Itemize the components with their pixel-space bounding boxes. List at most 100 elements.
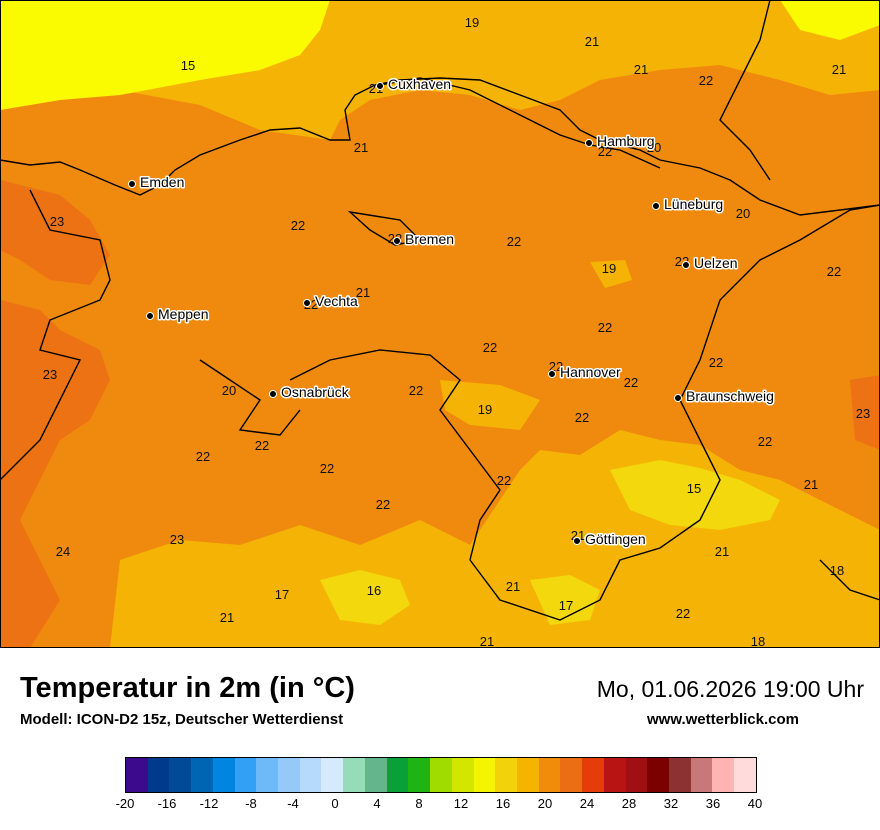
temperature-value: 20 xyxy=(647,140,661,155)
temperature-value: 15 xyxy=(181,58,195,73)
temperature-value: 22 xyxy=(758,434,772,449)
city-label: Lüneburg xyxy=(664,196,723,212)
city-dot[interactable] xyxy=(548,370,556,378)
legend-swatch xyxy=(647,758,669,792)
inner-border-2 xyxy=(819,559,880,601)
temperature-value: 19 xyxy=(602,261,616,276)
temperature-value: 19 xyxy=(465,15,479,30)
legend-swatch xyxy=(603,758,626,792)
temperature-value: 22 xyxy=(507,234,521,249)
value-labels: 19 21 15 21 21 22 21 21 22 20 23 22 20 22 22 22 19 22 21 22… xyxy=(43,15,870,648)
temperature-value: 21 xyxy=(715,544,729,559)
legend-swatch xyxy=(668,758,691,792)
temperature-value: 19 xyxy=(478,402,492,417)
city-dot[interactable] xyxy=(674,394,682,402)
temperature-value: 21 xyxy=(585,34,599,49)
temperature-value: 22 xyxy=(196,449,210,464)
city-dot[interactable] xyxy=(682,261,690,269)
temperature-map[interactable]: 19 21 15 21 21 22 21 21 22 20 23 22 20 22 22 22 19 22 21 22… xyxy=(0,0,880,648)
city-dot[interactable] xyxy=(393,237,401,245)
temperature-value: 21 xyxy=(354,140,368,155)
legend-swatch xyxy=(734,758,756,792)
temperature-value: 22 xyxy=(676,606,690,621)
legend-tick-label: 0 xyxy=(331,796,339,811)
legend-swatch xyxy=(126,758,148,792)
city-dot[interactable] xyxy=(303,299,311,307)
legend-swatch xyxy=(278,758,300,792)
city-dot[interactable] xyxy=(652,202,660,210)
temperature-value: 22 xyxy=(575,410,589,425)
legend-tick-label: -16 xyxy=(157,796,177,811)
model-info: Modell: ICON-D2 15z, Deutscher Wetterdie… xyxy=(20,711,344,728)
bremen-border xyxy=(347,210,422,246)
city-label: Braunschweig xyxy=(686,388,774,404)
temperature-value: 22 xyxy=(598,144,612,159)
city-label: Hamburg xyxy=(597,133,655,149)
legend-swatch xyxy=(256,758,279,792)
temperature-value: 17 xyxy=(275,587,289,602)
baltic-sea xyxy=(780,0,880,40)
temperature-value: 22 xyxy=(827,264,841,279)
forecast-datetime: Mo, 01.06.2026 19:00 Uhr xyxy=(596,676,864,702)
city-label: Göttingen xyxy=(585,531,646,547)
temperature-value: 16 xyxy=(367,583,381,598)
website-link[interactable]: www.wetterblick.com xyxy=(647,711,799,728)
solling-area xyxy=(320,570,410,625)
temperature-value: 22 xyxy=(291,218,305,233)
city-label: Bremen xyxy=(405,231,454,247)
temperature-value: 22 xyxy=(409,383,423,398)
legend-swatch xyxy=(343,758,365,792)
temperature-value: 21 xyxy=(832,62,846,77)
city-dot[interactable] xyxy=(376,82,384,90)
temperature-value: 22 xyxy=(699,73,713,88)
legend-tick-label: 16 xyxy=(495,796,511,811)
temperature-value: 23 xyxy=(50,214,64,229)
legend-tick-label: 12 xyxy=(453,796,469,811)
legend-swatch xyxy=(516,758,539,792)
legend-swatch xyxy=(408,758,431,792)
city-dot[interactable] xyxy=(573,537,581,545)
temperature-value: 22 xyxy=(255,438,269,453)
legend-swatch xyxy=(495,758,517,792)
coastline xyxy=(0,77,880,216)
legend-swatch xyxy=(234,758,257,792)
legend-swatch xyxy=(538,758,561,792)
warm-area-east xyxy=(850,375,880,450)
legend-swatch xyxy=(321,758,344,792)
legend-swatch xyxy=(364,758,387,792)
city-dot[interactable] xyxy=(269,390,277,398)
legend-swatch xyxy=(690,758,713,792)
temperature-value: 22 xyxy=(376,497,390,512)
legend-tick-label: -4 xyxy=(287,796,299,811)
weser-bergland xyxy=(440,380,540,430)
map-title: Temperatur in 2m (in °C) xyxy=(20,672,355,704)
legend-swatch xyxy=(430,758,452,792)
legend-tick-label: -20 xyxy=(115,796,135,811)
temperature-value: 22 xyxy=(709,355,723,370)
city-dot[interactable] xyxy=(585,139,593,147)
temperature-value: 24 xyxy=(56,544,70,559)
temperature-value: 18 xyxy=(830,563,844,578)
temperature-value: 21 xyxy=(804,477,818,492)
temperature-value: 15 xyxy=(687,481,701,496)
legend-tick-label: -8 xyxy=(245,796,257,811)
warm-area-nw xyxy=(0,180,110,285)
city-dot[interactable] xyxy=(146,312,154,320)
legend-swatch xyxy=(582,758,604,792)
city-dot[interactable] xyxy=(128,180,136,188)
state-border-south xyxy=(289,204,880,621)
temperature-value: 23 xyxy=(170,532,184,547)
legend-swatch xyxy=(625,758,648,792)
legend-swatch xyxy=(147,758,170,792)
legend-tick-label: 8 xyxy=(415,796,423,811)
legend-tick-label: -12 xyxy=(199,796,219,811)
temperature-value: 17 xyxy=(559,598,573,613)
heide-spot xyxy=(590,260,632,288)
legend-tick-label: 24 xyxy=(579,796,595,811)
temperature-value: 18 xyxy=(751,634,765,648)
temperature-value: 21 xyxy=(506,579,520,594)
footer: Temperatur in 2m (in °C) Modell: ICON-D2… xyxy=(0,648,880,830)
legend-tick-label: 20 xyxy=(537,796,553,811)
legend-ticks: -20 -16 -12 -8 -4 0 4 8 12 16 20 24 28 32 36 40 xyxy=(0,796,880,816)
legend-swatch xyxy=(212,758,235,792)
